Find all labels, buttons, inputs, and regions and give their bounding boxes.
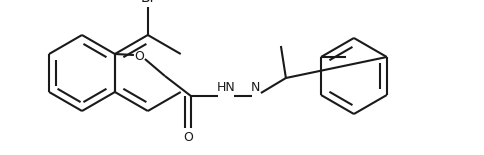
Text: HN: HN [216,81,235,94]
Text: O: O [182,131,193,144]
Text: Br: Br [140,0,155,5]
Text: O: O [134,49,144,62]
Text: N: N [251,81,260,94]
